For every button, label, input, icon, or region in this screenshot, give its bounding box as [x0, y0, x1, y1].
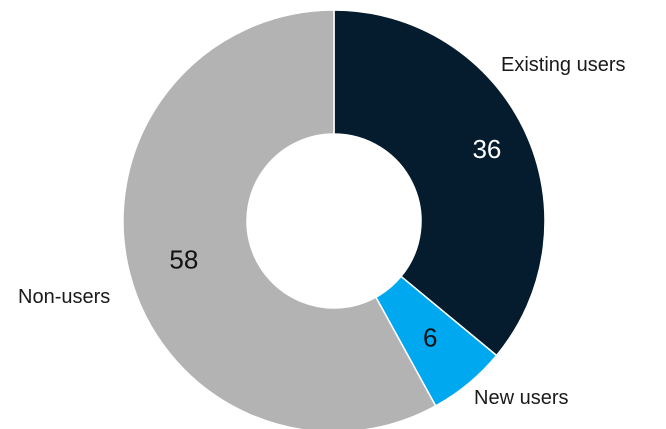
value-label-non-users: 58 [169, 245, 198, 275]
slices-group [122, 9, 546, 429]
slice-non-users [122, 9, 437, 429]
slice-existing-users [333, 9, 546, 357]
value-label-existing-users: 36 [472, 134, 501, 164]
value-label-new-users: 6 [423, 322, 437, 352]
category-label-existing-users: Existing users [501, 54, 626, 76]
category-label-new-users: New users [474, 387, 568, 409]
category-label-non-users: Non-users [18, 286, 110, 308]
value-labels-group: 36 6 58 [169, 134, 501, 352]
